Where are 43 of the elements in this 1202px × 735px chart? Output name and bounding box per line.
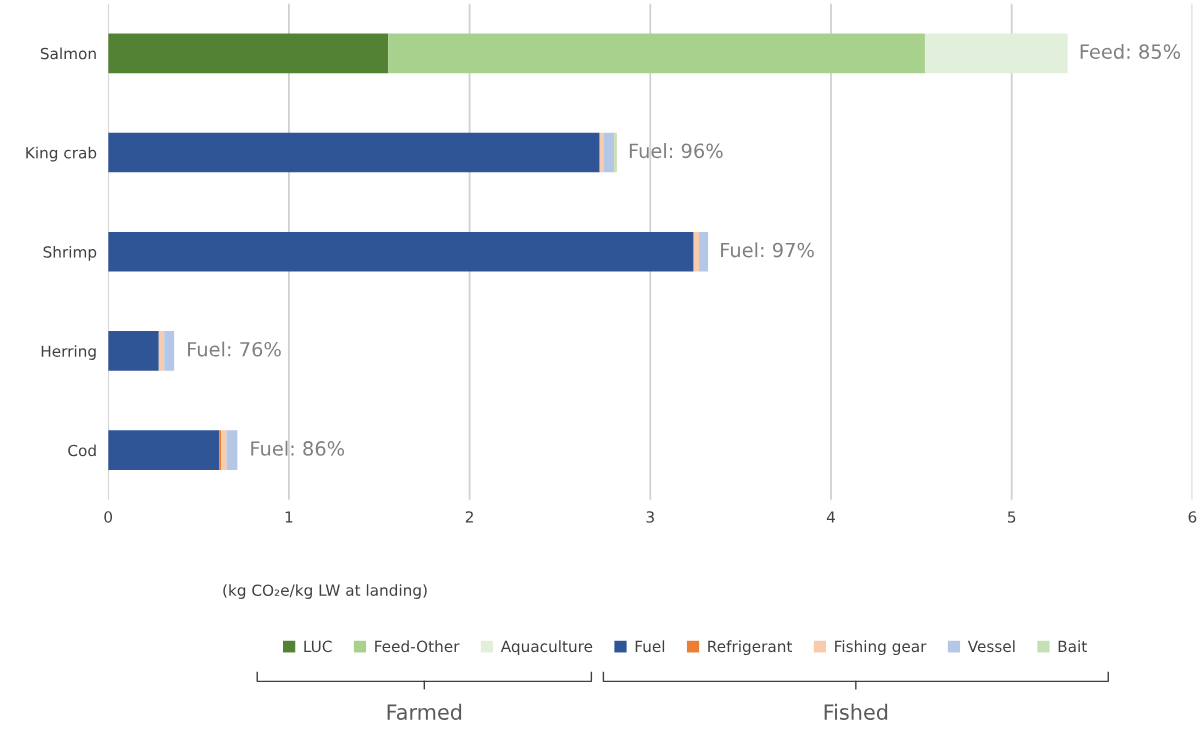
y-tick-label: Cod	[68, 444, 96, 457]
annotation: Fuel: 76%	[188, 341, 281, 357]
legend-label: Fuel	[635, 640, 665, 653]
bar	[603, 132, 615, 173]
bar	[924, 33, 1068, 74]
bar	[221, 430, 227, 471]
legend-label: Aquaculture	[500, 640, 593, 656]
bar	[108, 430, 220, 471]
y-tick-label: Salmon	[40, 47, 96, 60]
x-axis-title: (kg CO₂e/kg LW at landing)	[223, 584, 427, 599]
x-tick-label: 4	[826, 511, 835, 523]
legend-label: Vessel	[967, 640, 1015, 653]
bar	[614, 132, 617, 173]
bar	[164, 331, 175, 371]
annotation: Fuel: 86%	[251, 440, 345, 456]
bar	[226, 430, 238, 471]
bar	[108, 231, 694, 272]
legend-label: LUC	[304, 640, 332, 653]
bar	[108, 331, 159, 371]
bar	[693, 231, 700, 272]
bar	[108, 132, 600, 173]
x-tick-label: 3	[646, 511, 654, 523]
bar	[699, 231, 709, 272]
bar	[388, 33, 925, 74]
x-tick-label: 5	[1008, 511, 1016, 523]
x-tick-label: 0	[104, 511, 113, 523]
annotation: Fuel: 96%	[629, 143, 723, 159]
x-tick-label: 1	[285, 511, 293, 523]
x-tick-label: 6	[1188, 511, 1197, 523]
annotation: Feed: 85%	[1080, 43, 1181, 59]
legend-label: Fishing gear	[835, 640, 927, 656]
y-tick-label: King crab	[26, 146, 97, 162]
x-tick-label: 2	[465, 511, 473, 523]
y-tick-label: Shrimp	[43, 245, 97, 261]
y-tick-label: Herring	[41, 345, 96, 360]
bar	[108, 33, 389, 74]
text: Farmed	[387, 703, 462, 720]
bar	[158, 331, 165, 371]
legend-label: Refrigerant	[708, 640, 793, 656]
text: Fished	[824, 703, 888, 720]
legend-label: Bait	[1058, 640, 1087, 653]
annotation: Fuel: 97%	[721, 242, 814, 258]
legend-label: Feed-Other	[375, 640, 460, 653]
